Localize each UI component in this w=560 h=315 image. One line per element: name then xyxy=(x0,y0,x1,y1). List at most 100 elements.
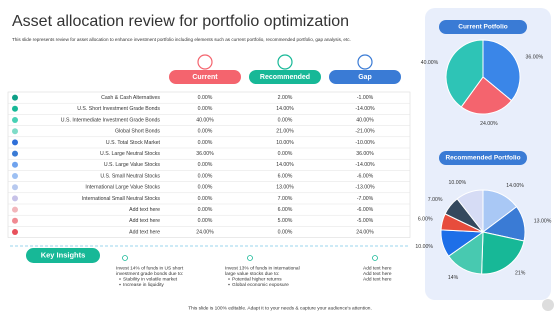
insight-bullet: Stability in volatile market xyxy=(123,276,178,282)
row-dot xyxy=(12,105,18,112)
cell: 6.00% xyxy=(278,207,293,213)
cell: -6.00% xyxy=(357,207,374,213)
row-name: U.S. Small Neutral Stocks xyxy=(100,173,160,179)
logo xyxy=(542,299,554,311)
insight-bullet: Global economic exposure xyxy=(232,282,289,288)
header-label: Current xyxy=(192,74,218,81)
row-name: U.S. Intermediate Investment Grade Bonds xyxy=(61,117,161,123)
footer: This slide is 100% editable. Adapt it to… xyxy=(188,305,372,311)
pie-label: 24.00% xyxy=(480,121,498,127)
table-border xyxy=(7,91,411,238)
cell: 0.00% xyxy=(198,106,213,112)
bullet xyxy=(228,278,230,280)
pie-label: 21% xyxy=(515,270,526,276)
insight-text: large value stocks due to: xyxy=(225,271,279,277)
cell: -10.00% xyxy=(355,140,375,146)
cell: 14.00% xyxy=(276,162,294,168)
pie-slice xyxy=(445,39,484,108)
header-icon xyxy=(357,54,373,70)
cell: 0.00% xyxy=(278,229,293,235)
cell: 21.00% xyxy=(276,129,294,135)
pie-label: 14.00% xyxy=(506,183,524,189)
row-dot xyxy=(12,229,18,235)
cell: -1.00% xyxy=(357,95,374,101)
cell: 40.00% xyxy=(196,117,214,123)
row-dot xyxy=(12,161,18,168)
timeline-dot xyxy=(372,255,378,261)
cell: 24.00% xyxy=(356,229,374,235)
cell: 0.00% xyxy=(198,95,213,101)
row-name: U.S. Large Value Stocks xyxy=(104,162,161,168)
insight-text: Add text here xyxy=(363,276,392,282)
cell: -14.00% xyxy=(355,106,375,112)
cell: 36.00% xyxy=(196,151,214,157)
cell: 0.00% xyxy=(198,162,213,168)
insight-bullet: Potential higher returns xyxy=(232,276,282,282)
row-name: Add text here xyxy=(129,207,160,213)
cell: 0.00% xyxy=(198,218,213,224)
row-dot xyxy=(12,217,18,224)
cell: 0.00% xyxy=(198,173,213,179)
row-dot xyxy=(12,195,18,202)
pie-label: 7.00% xyxy=(428,197,443,203)
insights-pill xyxy=(26,248,100,263)
cell: -21.00% xyxy=(355,129,375,135)
pie-label: 40.00% xyxy=(421,60,439,66)
pie-title: Current Potfolio xyxy=(458,24,507,31)
row-name: U.S. Total Stock Market xyxy=(106,140,161,146)
insight-text: Invest 13% of funds in international xyxy=(225,265,300,271)
row-name: U.S. Short Investment Grade Bonds xyxy=(77,106,160,112)
row-name: Cash & Cash Alternatives xyxy=(101,95,160,101)
pie-title-pill xyxy=(439,151,527,165)
header-pill xyxy=(169,70,241,84)
cell: 0.00% xyxy=(278,151,293,157)
pie-slice xyxy=(481,231,525,275)
bullet xyxy=(228,283,230,286)
row-name: Add text here xyxy=(129,229,160,235)
header-icon xyxy=(277,54,293,70)
subtitle: This slide represents review for asset a… xyxy=(12,37,351,42)
cell: 10.00% xyxy=(276,140,294,146)
cell: -13.00% xyxy=(355,185,375,191)
insight-text: Invest 14% of funds in US short xyxy=(116,265,184,271)
pie-title-pill xyxy=(439,20,527,34)
pie-label: 13.00% xyxy=(534,218,552,224)
cell: -5.00% xyxy=(357,218,374,224)
pie-label: 10.00% xyxy=(449,180,467,186)
row-name: International Large Value Stocks xyxy=(85,185,160,191)
cell: 24.00% xyxy=(196,229,214,235)
row-dot xyxy=(12,150,18,157)
cell: 7.00% xyxy=(278,196,293,202)
row-name: International Small Neutral Stocks xyxy=(82,196,161,202)
row-dot xyxy=(12,117,18,123)
insight-bullet: Increase in liquidity xyxy=(123,282,164,288)
row-dot xyxy=(12,128,18,135)
header-pill xyxy=(329,70,401,84)
cell: 6.00% xyxy=(278,173,293,179)
cell: -14.00% xyxy=(355,162,375,168)
cell: 40.00% xyxy=(356,117,374,123)
cell: 2.00% xyxy=(278,95,293,101)
pie-label: 14% xyxy=(448,275,459,281)
row-dot xyxy=(12,184,18,191)
cell: 5.00% xyxy=(278,218,293,224)
header-pill xyxy=(249,70,321,84)
pie-slice xyxy=(460,76,513,115)
pie-slice xyxy=(456,189,484,234)
row-dot xyxy=(12,206,18,213)
header-label: Gap xyxy=(358,74,372,81)
cell: -7.00% xyxy=(357,196,374,202)
header-label: Recommended xyxy=(260,74,310,81)
row-name: Add text here xyxy=(129,218,160,224)
bullet xyxy=(119,278,121,280)
cell: 0.00% xyxy=(198,207,213,213)
cell: 13.00% xyxy=(276,185,294,191)
pie-label: 6.00% xyxy=(418,217,433,223)
row-dot xyxy=(12,94,18,101)
pie-label: 10.00% xyxy=(415,244,433,250)
cell: 14.00% xyxy=(276,106,294,112)
cell: -6.00% xyxy=(357,173,374,179)
row-dot xyxy=(12,139,18,146)
insights-title: Key Insights xyxy=(41,250,86,259)
